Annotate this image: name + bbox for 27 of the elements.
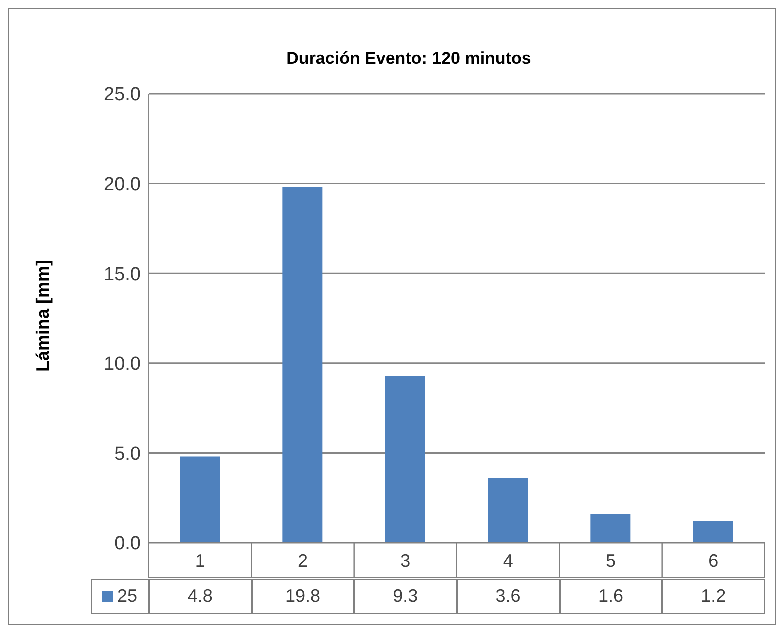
y-tick-label: 0.0: [114, 534, 141, 555]
x-tick-label: 4: [503, 551, 514, 571]
y-tick-label: 20.0: [104, 174, 141, 196]
y-tick-label: 15.0: [104, 264, 141, 286]
data-label: 4.8: [149, 579, 252, 614]
x-tick-label: 1: [195, 551, 206, 571]
data-label: 3.6: [456, 579, 560, 614]
bar: [590, 514, 631, 543]
bar: [282, 187, 323, 543]
data-label: 9.3: [354, 579, 457, 614]
bar: [180, 456, 220, 543]
x-tick-label: 5: [606, 551, 616, 571]
y-tick-label: 25.0: [104, 84, 141, 106]
legend-label: 25: [117, 586, 138, 607]
bar: [693, 521, 734, 543]
chart-title: Duración Evento: 120 minutos: [286, 49, 532, 68]
bar: [385, 376, 426, 543]
y-tick-label: 5.0: [114, 444, 141, 465]
data-label: 1.2: [662, 579, 765, 614]
data-label: 19.8: [252, 579, 354, 614]
y-axis-title: Lámina [mm]: [33, 260, 53, 372]
data-label: 1.6: [560, 579, 662, 614]
bar: [488, 478, 528, 543]
x-tick-label: 3: [400, 551, 411, 571]
x-tick-label: 6: [708, 551, 719, 571]
y-tick-label: 10.0: [104, 354, 141, 376]
x-tick-label: 2: [298, 551, 308, 571]
